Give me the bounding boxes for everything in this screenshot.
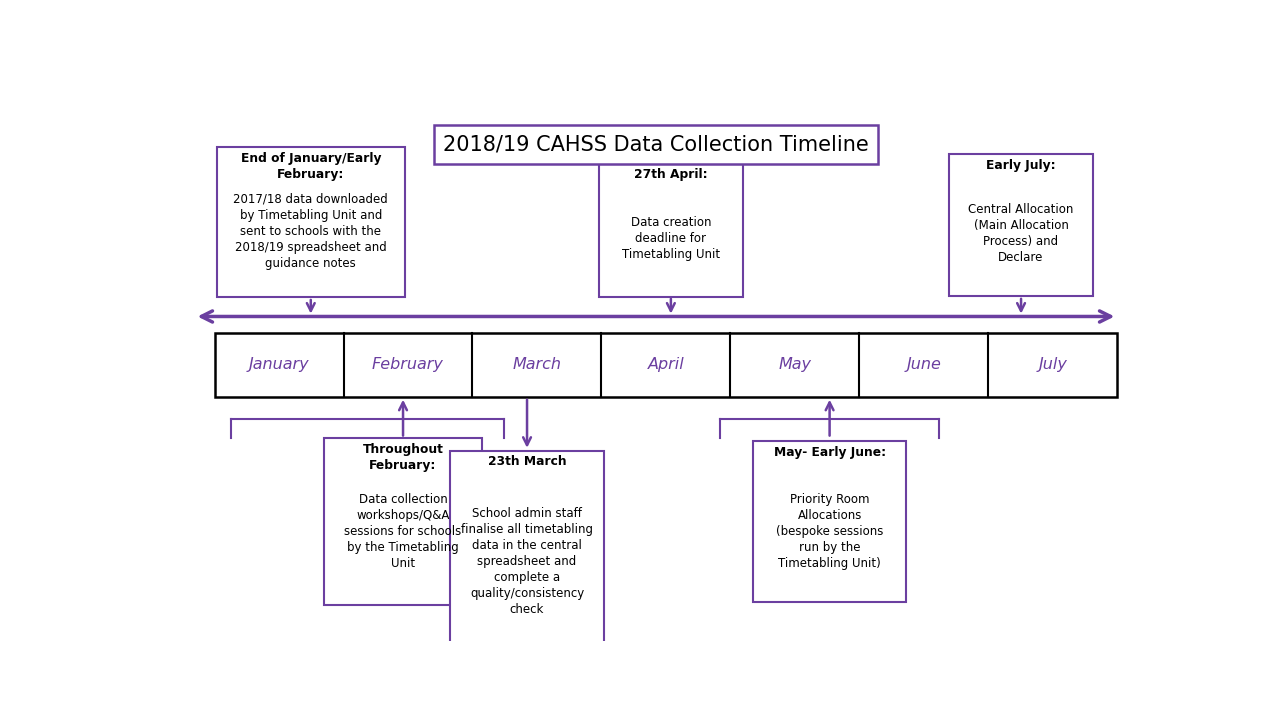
Text: May: May xyxy=(778,358,812,372)
Text: School admin staff
finalise all timetabling
data in the central
spreadsheet and
: School admin staff finalise all timetabl… xyxy=(461,507,593,616)
Text: Data creation
deadline for
Timetabling Unit: Data creation deadline for Timetabling U… xyxy=(622,216,719,261)
Text: Central Allocation
(Main Allocation
Process) and
Declare: Central Allocation (Main Allocation Proc… xyxy=(969,203,1074,264)
Text: 2018/19 CAHSS Data Collection Timeline: 2018/19 CAHSS Data Collection Timeline xyxy=(443,135,869,155)
Text: Early July:: Early July: xyxy=(987,158,1056,172)
Text: July: July xyxy=(1038,358,1068,372)
Text: Priority Room
Allocations
(bespoke sessions
run by the
Timetabling Unit): Priority Room Allocations (bespoke sessi… xyxy=(776,492,883,570)
Bar xyxy=(753,441,906,602)
Bar xyxy=(950,154,1093,296)
Bar xyxy=(451,451,604,648)
Text: 27th April:: 27th April: xyxy=(634,168,708,181)
Text: Throughout
February:: Throughout February: xyxy=(362,443,443,472)
Text: End of January/Early
February:: End of January/Early February: xyxy=(241,152,381,181)
Bar xyxy=(215,333,1117,397)
Text: February: February xyxy=(372,358,444,372)
Text: 2017/18 data downloaded
by Timetabling Unit and
sent to schools with the
2018/19: 2017/18 data downloaded by Timetabling U… xyxy=(233,193,388,270)
Text: 23th March: 23th March xyxy=(488,455,566,468)
Text: April: April xyxy=(648,358,685,372)
Text: January: January xyxy=(248,358,310,372)
Bar xyxy=(324,438,483,605)
Bar xyxy=(216,148,404,297)
Text: Data collection
workshops/Q&A
sessions for schools
by the Timetabling
Unit: Data collection workshops/Q&A sessions f… xyxy=(344,493,462,570)
Text: March: March xyxy=(512,358,562,372)
Text: May- Early June:: May- Early June: xyxy=(773,446,886,459)
Text: June: June xyxy=(906,358,941,372)
Bar xyxy=(599,164,742,297)
